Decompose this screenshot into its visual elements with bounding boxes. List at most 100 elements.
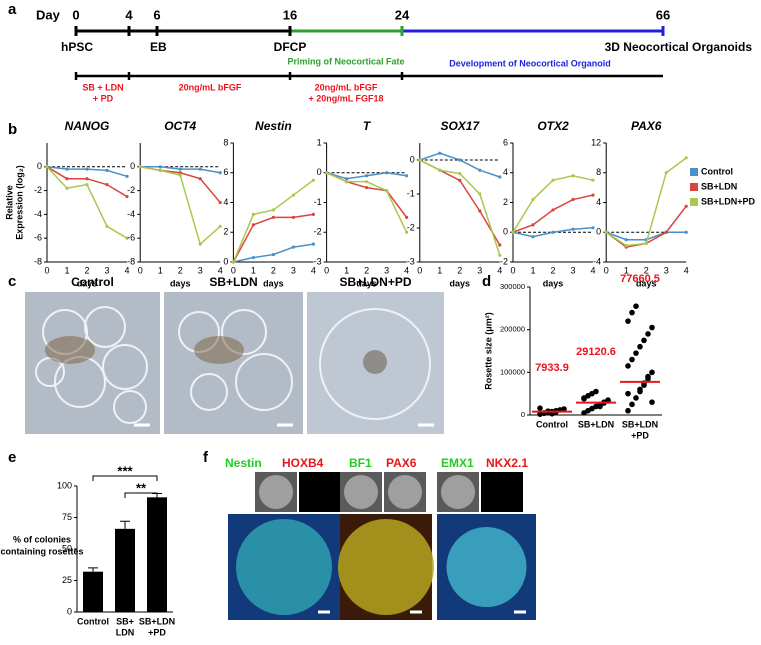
point bbox=[85, 167, 89, 171]
y-tick-label: 75 bbox=[62, 512, 72, 522]
legend-label: Control bbox=[701, 166, 733, 176]
colony bbox=[259, 475, 293, 509]
x-tick-label: 4 bbox=[311, 265, 316, 275]
x-tick-label: 2 bbox=[271, 265, 276, 275]
y-tick-label: 300000 bbox=[500, 282, 525, 291]
series-line bbox=[140, 166, 221, 246]
point bbox=[405, 174, 409, 178]
y-label: containing rosettes bbox=[0, 546, 83, 556]
y-tick-label: -4 bbox=[593, 256, 601, 266]
chart-title: T bbox=[363, 119, 372, 133]
panel-label: c bbox=[8, 273, 16, 290]
rosette bbox=[190, 373, 228, 411]
point bbox=[531, 235, 535, 239]
dot bbox=[645, 373, 651, 380]
dot bbox=[633, 303, 639, 310]
x-tick-label: SB+LDN bbox=[578, 419, 614, 429]
point bbox=[418, 158, 422, 162]
channel-image bbox=[481, 472, 523, 512]
x-tick-label: 0 bbox=[324, 265, 329, 275]
dot bbox=[625, 390, 631, 397]
point bbox=[325, 171, 329, 175]
legend-swatch bbox=[690, 198, 698, 206]
pigment bbox=[45, 336, 95, 364]
y-label: Relative bbox=[4, 185, 14, 220]
y-tick-label: -8 bbox=[34, 256, 42, 266]
phase-label: Priming of Neocortical Fate bbox=[287, 56, 404, 66]
significance-bracket bbox=[124, 492, 158, 498]
y-tick-label: 25 bbox=[62, 575, 72, 585]
phase-label: Development of Neocortical Organoid bbox=[449, 58, 611, 68]
y-tick-label: -6 bbox=[34, 233, 42, 243]
dot bbox=[629, 401, 635, 408]
day-label: 66 bbox=[656, 7, 670, 22]
colony bbox=[388, 475, 422, 509]
x-tick-label: LDN bbox=[116, 627, 135, 637]
point bbox=[591, 178, 595, 182]
point bbox=[385, 171, 389, 175]
dot bbox=[581, 395, 587, 402]
point bbox=[458, 178, 462, 182]
significance-bracket bbox=[92, 475, 158, 481]
colony bbox=[344, 475, 378, 509]
x-tick-label: 4 bbox=[497, 265, 502, 275]
point bbox=[311, 178, 315, 182]
point bbox=[498, 175, 502, 179]
x-tick-label: 3 bbox=[477, 265, 482, 275]
point bbox=[438, 168, 442, 172]
rosette bbox=[235, 353, 293, 411]
channel-label: PAX6 bbox=[386, 456, 417, 470]
chart-title: OTX2 bbox=[537, 119, 569, 133]
micrograph bbox=[25, 292, 160, 434]
series-line bbox=[46, 166, 128, 198]
rosette bbox=[84, 306, 126, 348]
image-label: Control bbox=[71, 275, 114, 289]
y-tick-label: -2 bbox=[407, 222, 415, 232]
dot bbox=[561, 406, 567, 412]
x-tick-label: 1 bbox=[158, 265, 163, 275]
x-tick-label: 1 bbox=[437, 265, 442, 275]
point bbox=[291, 193, 295, 197]
x-tick-label: 3 bbox=[104, 265, 109, 275]
point bbox=[365, 186, 369, 190]
chart-title: Nestin bbox=[255, 119, 292, 133]
point bbox=[105, 183, 109, 187]
point bbox=[178, 171, 182, 175]
point bbox=[591, 193, 595, 197]
point bbox=[571, 197, 575, 202]
x-label: days bbox=[356, 278, 377, 288]
bar bbox=[83, 571, 103, 612]
y-tick-label: 0 bbox=[521, 410, 525, 419]
y-tick-label: 6 bbox=[503, 137, 508, 147]
dot bbox=[629, 309, 635, 316]
dot bbox=[593, 388, 599, 395]
x-tick-label: 1 bbox=[251, 265, 256, 275]
dot bbox=[649, 399, 655, 406]
y-tick-label: 8 bbox=[223, 137, 228, 147]
dot bbox=[537, 405, 543, 411]
point bbox=[198, 177, 202, 181]
rosette bbox=[102, 344, 148, 390]
dot bbox=[645, 331, 651, 337]
x-tick-label: SB+LDN bbox=[139, 616, 175, 626]
dot bbox=[625, 407, 631, 414]
x-tick-label: 4 bbox=[684, 265, 689, 275]
day-label: 0 bbox=[72, 7, 79, 22]
point bbox=[311, 212, 315, 216]
x-label: days bbox=[170, 278, 191, 288]
y-tick-label: -2 bbox=[500, 256, 508, 266]
colony bbox=[441, 475, 475, 509]
x-tick-label: 3 bbox=[570, 265, 575, 275]
y-label: % of colonies bbox=[13, 534, 71, 544]
x-tick-label: 2 bbox=[644, 265, 649, 275]
media-label: 20ng/mL bFGF bbox=[179, 82, 242, 92]
rosette bbox=[221, 309, 267, 355]
legend-label: SB+LDN bbox=[701, 181, 737, 191]
point bbox=[251, 212, 255, 216]
point bbox=[218, 171, 222, 175]
y-tick-label: -3 bbox=[314, 256, 322, 266]
point bbox=[531, 197, 535, 202]
y-tick-label: -6 bbox=[127, 233, 135, 243]
point bbox=[551, 230, 555, 234]
